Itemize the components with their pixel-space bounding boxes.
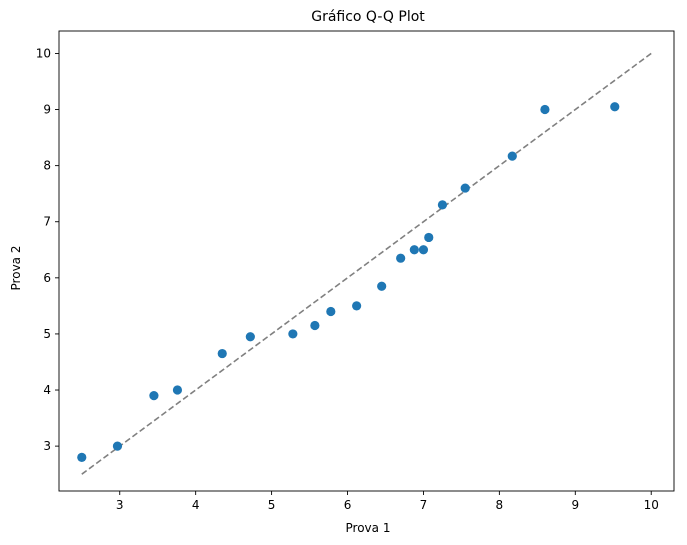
x-tick-label-9: 9: [571, 498, 579, 512]
data-point-4: [172, 385, 183, 395]
plot-area: [58, 30, 675, 492]
x-tick-label-6: 6: [344, 498, 352, 512]
y-axis-label: Prova 2: [9, 246, 23, 291]
y-tick-label-10: 10: [36, 46, 51, 60]
data-point-20: [610, 102, 620, 112]
data-point-12: [396, 253, 406, 263]
y-tick-label-6: 6: [43, 271, 51, 285]
y-tick-label-7: 7: [43, 215, 51, 229]
data-point-10: [352, 301, 362, 311]
data-point-16: [437, 200, 448, 210]
x-tick-label-3: 3: [116, 498, 124, 512]
x-tick-label-8: 8: [496, 498, 504, 512]
data-point-19: [540, 104, 550, 115]
x-axis-ticks: 3 4 5 6 7 8 9 10: [116, 491, 659, 512]
y-tick-label-4: 4: [43, 383, 51, 397]
chart-title: Gráfico Q-Q Plot: [311, 9, 425, 25]
data-point-14: [418, 245, 429, 255]
x-tick-label-5: 5: [268, 498, 276, 512]
data-point-13: [409, 245, 419, 255]
data-point-18: [507, 151, 517, 161]
data-point-5: [217, 348, 227, 359]
data-point-1: [77, 452, 87, 462]
data-point-6: [245, 332, 255, 342]
data-point-15: [424, 232, 434, 243]
data-point-8: [310, 320, 320, 331]
data-point-2: [112, 441, 123, 451]
data-point-3: [149, 391, 159, 401]
x-axis-label: Prova 1: [346, 521, 391, 535]
x-tick-label-4: 4: [192, 498, 200, 512]
y-tick-label-9: 9: [43, 103, 51, 117]
data-point-7: [288, 329, 298, 339]
plot-frame: [58, 30, 675, 492]
x-tick-label-10: 10: [644, 498, 659, 512]
y-tick-label-5: 5: [43, 327, 51, 341]
y-tick-label-8: 8: [43, 159, 51, 173]
data-point-11: [377, 281, 387, 291]
reference-line: [81, 52, 652, 475]
x-tick-label-7: 7: [420, 498, 428, 512]
y-tick-label-3: 3: [43, 439, 51, 453]
data-point-17: [460, 183, 470, 193]
data-point-9: [326, 306, 336, 317]
y-axis-ticks: 3 4 5 6 7 8 9 10: [36, 46, 59, 453]
